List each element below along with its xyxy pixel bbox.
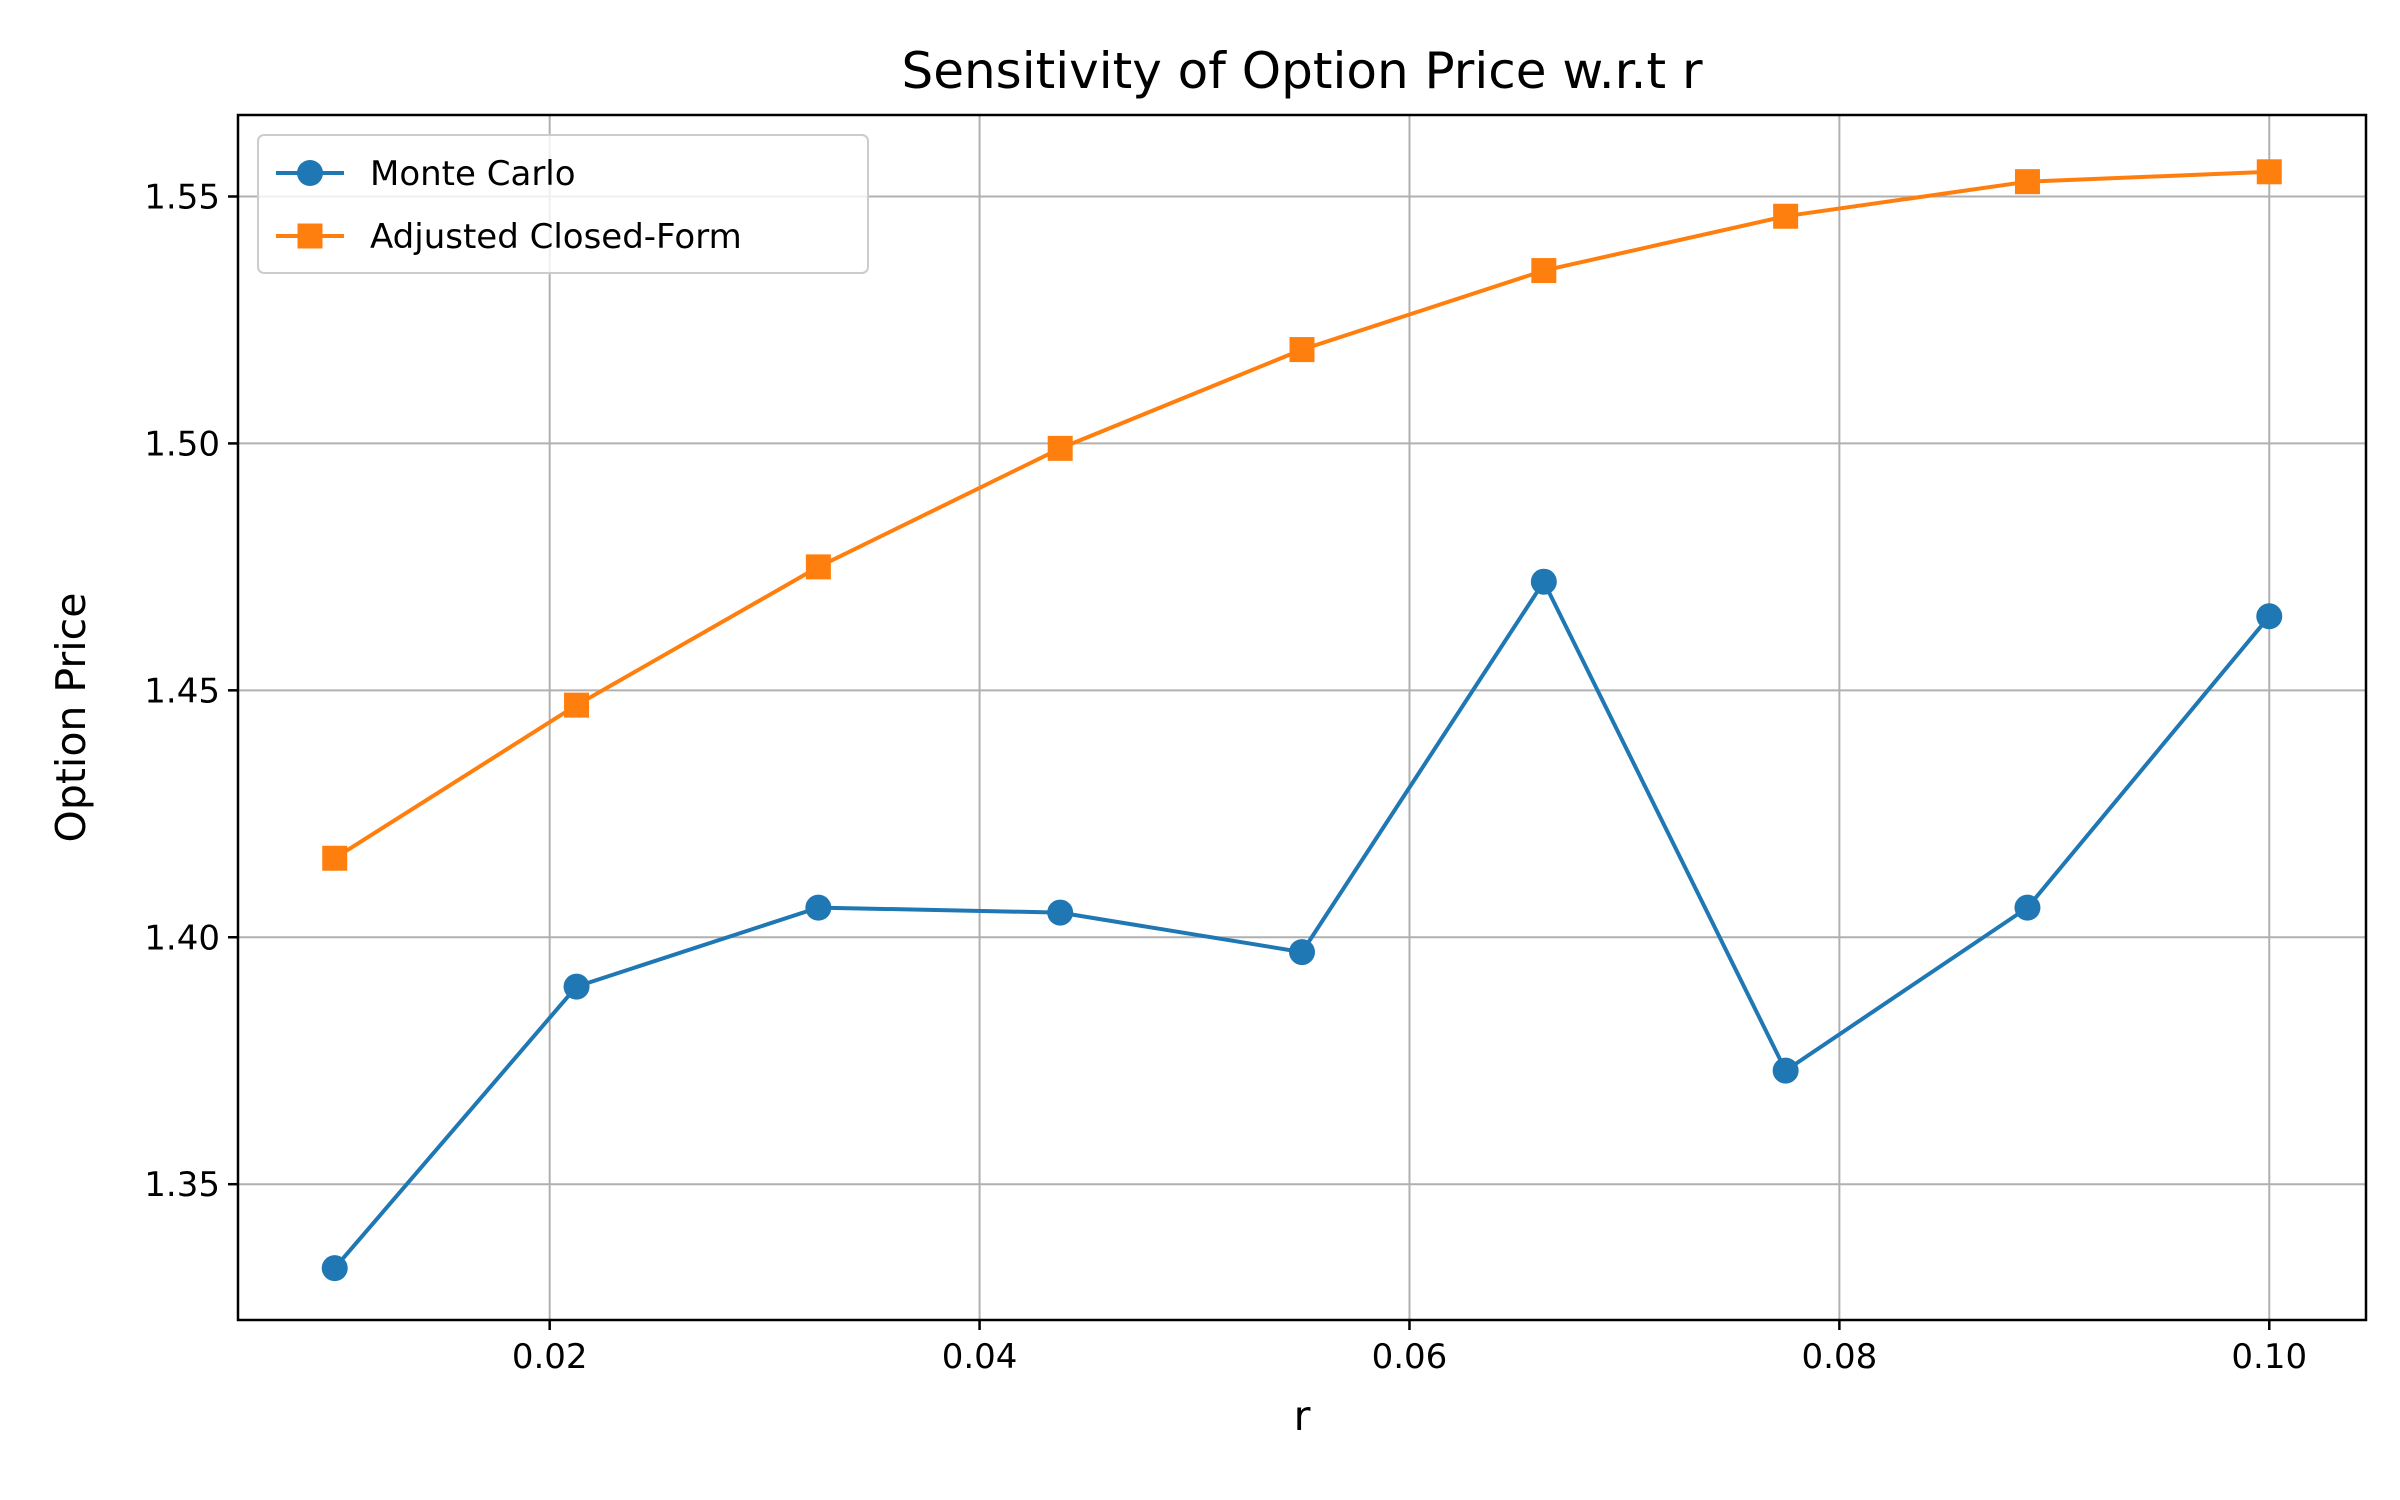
data-point-square [322,845,348,871]
x-tick-label: 0.06 [1372,1337,1448,1377]
data-point-circle [1530,568,1557,595]
legend-item: Monte Carlo [276,154,576,194]
data-point-square [1289,337,1315,363]
data-point-circle [1289,939,1315,966]
legend-label: Adjusted Closed-Form [370,217,742,257]
axis-ticks: 0.02 0.04 0.06 0.08 0.10 1.35 1.40 1.45 1.50 1.55 [144,177,2307,1377]
series-layer [321,159,2283,1282]
data-point-square [2014,169,2040,195]
legend-marker-circle [297,160,323,186]
x-tick-label: 0.04 [942,1337,1018,1377]
x-tick-label: 0.08 [1802,1337,1878,1377]
data-point-circle [2256,603,2283,630]
data-point-circle [805,894,832,921]
data-point-circle [1047,899,1074,926]
x-tick-label: 0.02 [512,1337,588,1377]
data-point-circle [563,973,590,1000]
y-axis-label: Option Price [47,593,95,843]
y-tick-label: 1.50 [144,424,220,464]
plot-area-frame [236,113,2368,1322]
series-adjusted-closed-form [322,159,2282,871]
data-point-square [1047,435,1073,461]
legend: Monte Carlo Adjusted Closed-Form [257,134,869,274]
legend-frame [257,134,869,274]
data-point-square [1773,203,1799,229]
x-tick-label: 0.10 [2231,1337,2307,1377]
data-point-square [564,692,590,718]
y-tick-label: 1.55 [144,177,220,217]
data-point-circle [321,1255,348,1282]
y-tick-label: 1.40 [144,918,220,958]
legend-label: Monte Carlo [370,154,576,194]
series-monte-carlo [321,568,2283,1282]
legend-marker-square [297,223,323,249]
legend-item: Adjusted Closed-Form [276,217,742,257]
chart-title: Sensitivity of Option Price w.r.t r [901,42,1702,100]
data-point-circle [2014,894,2041,921]
data-point-square [2256,159,2282,185]
data-point-circle [1772,1057,1799,1084]
y-tick-label: 1.35 [144,1165,220,1205]
data-point-square [805,554,831,580]
y-tick-label: 1.45 [144,671,220,711]
data-point-square [1531,258,1557,284]
x-axis-label: r [1294,1392,1311,1440]
